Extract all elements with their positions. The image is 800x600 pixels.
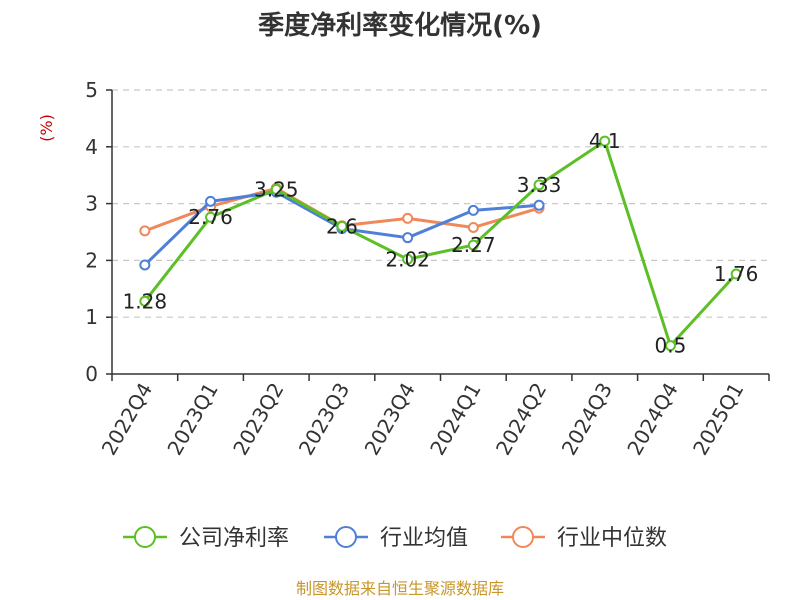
y-axis-unit-label: (%) xyxy=(37,114,56,142)
data-labels: 1.28 2.76 3.25 2.6 2.02 2.27 3.33 4.1 0.5 1.76 xyxy=(123,129,759,357)
legend-item[interactable]: 行业中位数 xyxy=(501,526,667,551)
y-tick-label: 4 xyxy=(85,135,98,159)
data-point xyxy=(467,221,479,233)
legend-swatch-marker xyxy=(335,526,357,548)
data-point xyxy=(533,179,545,191)
data-point xyxy=(205,211,217,223)
legend-item[interactable]: 行业均值 xyxy=(324,526,468,551)
x-tick-label: 2024Q2 xyxy=(491,379,551,460)
data-label: 1.28 xyxy=(123,289,168,313)
legend-label: 公司净利率 xyxy=(179,526,289,551)
data-label: 1.76 xyxy=(714,262,759,286)
x-tick-label: 2023Q1 xyxy=(162,379,222,460)
data-label: 2.27 xyxy=(451,233,496,257)
y-tick-label: 3 xyxy=(85,192,98,216)
data-point xyxy=(599,135,611,147)
data-point xyxy=(402,232,414,244)
data-point xyxy=(467,204,479,216)
x-tick-label: 2022Q4 xyxy=(97,379,157,460)
series-line xyxy=(143,139,738,348)
y-tick-label: 5 xyxy=(85,78,98,102)
x-tick-label: 2023Q3 xyxy=(294,379,354,460)
y-tick-label: 1 xyxy=(85,305,98,329)
data-label: 3.25 xyxy=(254,177,299,201)
data-point xyxy=(664,340,676,352)
data-point xyxy=(205,195,217,207)
legend-item[interactable]: 公司净利率 xyxy=(123,526,289,551)
data-label: 2.02 xyxy=(385,247,430,271)
data-point xyxy=(730,268,742,280)
data-point xyxy=(402,253,414,265)
series-lines xyxy=(139,135,742,352)
data-label: 4.1 xyxy=(589,129,621,153)
data-label: 0.5 xyxy=(655,334,687,358)
legend-swatch-marker xyxy=(134,526,156,548)
y-tick-label: 2 xyxy=(85,248,98,272)
legend-swatch-marker xyxy=(512,526,534,548)
x-tick-label: 2024Q4 xyxy=(622,379,682,460)
data-point xyxy=(139,259,151,271)
legend-label: 行业中位数 xyxy=(557,526,667,551)
x-tick-label: 2023Q2 xyxy=(228,379,288,460)
source-note: 制图数据来自恒生聚源数据库 xyxy=(296,579,504,598)
legend: 公司净利率 行业均值 行业中位数 xyxy=(123,526,667,551)
data-point xyxy=(139,295,151,307)
x-tick-label: 2024Q1 xyxy=(425,379,485,460)
x-tick-label: 2024Q3 xyxy=(557,379,617,460)
y-tick-label: 0 xyxy=(85,362,98,386)
x-tick-label: 2023Q4 xyxy=(360,379,420,460)
data-label: 3.33 xyxy=(517,173,562,197)
chart-title: 季度净利率变化情况(%) xyxy=(258,10,542,41)
legend-label: 行业均值 xyxy=(380,526,468,551)
x-tick-label: 2025Q1 xyxy=(688,379,748,460)
data-point xyxy=(467,239,479,251)
data-point xyxy=(533,199,545,211)
data-point xyxy=(270,183,282,195)
data-label: 2.6 xyxy=(326,214,358,238)
data-point xyxy=(139,225,151,237)
data-point xyxy=(336,220,348,232)
data-point xyxy=(402,212,414,224)
data-label: 2.76 xyxy=(188,205,233,229)
